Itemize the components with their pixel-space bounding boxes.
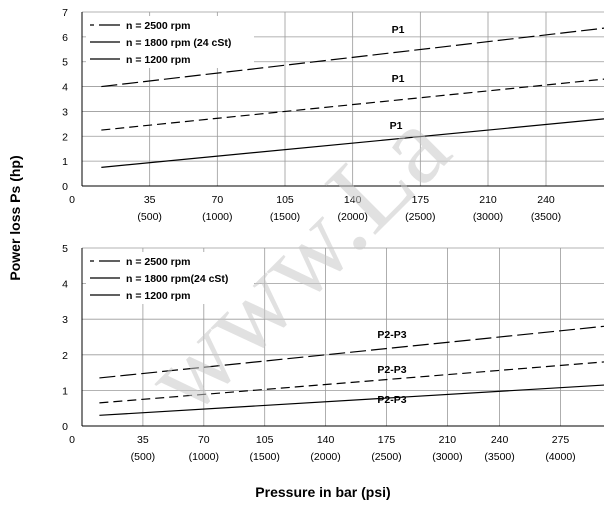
x-tick-label-bar: 275	[552, 434, 570, 446]
x-tick-label-psi: (3000)	[473, 211, 503, 223]
x-tick-label-bar: 175	[378, 434, 396, 446]
x-tick-label-psi: (500)	[131, 451, 156, 463]
x-tick-label-bar: 140	[344, 194, 362, 206]
series-line	[99, 361, 604, 404]
x-tick-label-psi: (3500)	[484, 451, 514, 463]
x-tick-label-psi: (500)	[137, 211, 162, 223]
legend-label: n = 2500 rpm	[126, 20, 191, 32]
x-tick-label-bar: 140	[317, 434, 335, 446]
x-tick-label-psi: (2500)	[371, 451, 401, 463]
x-tick-label-psi: (4000)	[545, 451, 575, 463]
legend-label: n = 2500 rpm	[126, 256, 191, 268]
y-tick-label: 0	[62, 421, 68, 433]
y-tick-label: 1	[62, 385, 68, 397]
y-tick-label: 5	[62, 57, 68, 69]
curve-label: P2-P3	[377, 329, 406, 341]
curve-label: P2-P3	[377, 364, 406, 376]
x-tick-label-bar: 240	[537, 194, 555, 206]
x-tick-label-bar: 0	[69, 434, 75, 446]
x-tick-label-bar: 210	[439, 434, 457, 446]
x-tick-label-bar: 175	[412, 194, 430, 206]
series-line	[99, 325, 604, 379]
x-tick-label-psi: (2000)	[310, 451, 340, 463]
series-line	[101, 78, 604, 131]
x-tick-label-bar: 210	[479, 194, 497, 206]
x-tick-label-psi: (1500)	[250, 451, 280, 463]
x-tick-label-psi: (1500)	[270, 211, 300, 223]
x-tick-label-bar: 105	[276, 194, 294, 206]
x-tick-label-psi: (1000)	[202, 211, 232, 223]
series-line	[101, 27, 604, 88]
x-axis-title: Pressure in bar (psi)	[255, 484, 390, 500]
y-tick-label: 6	[62, 32, 68, 44]
curve-label: P1	[392, 24, 405, 36]
x-tick-label-psi: (1000)	[189, 451, 219, 463]
y-tick-label: 7	[62, 7, 68, 19]
y-tick-label: 4	[62, 82, 68, 94]
curve-label: P1	[392, 73, 405, 85]
legend-label: n = 1800 rpm(24 cSt)	[126, 273, 228, 285]
x-tick-label-bar: 70	[198, 434, 210, 446]
y-tick-label: 2	[62, 350, 68, 362]
legend-label: n = 1200 rpm	[126, 54, 191, 66]
x-tick-label-bar: 35	[144, 194, 156, 206]
x-tick-label-psi: (3000)	[432, 451, 462, 463]
series-line	[99, 384, 604, 416]
legend-label: n = 1200 rpm	[126, 290, 191, 302]
chart-panel-2: 0 1 2 3 4 5 0 35 (500) 70 (1000) 105 (1500) 140 (2000)…	[62, 243, 604, 463]
x-tick-label-bar: 0	[69, 194, 75, 206]
series-line	[101, 118, 604, 168]
legend-label: n = 1800 rpm (24 cSt)	[126, 37, 231, 49]
y-tick-label: 2	[62, 131, 68, 143]
x-tick-label-psi: (2000)	[337, 211, 367, 223]
curve-label: P2-P3	[377, 394, 406, 406]
y-tick-label: 3	[62, 106, 68, 118]
curve-label: P1	[390, 120, 403, 132]
y-axis-title: Power loss Ps (hp)	[7, 155, 23, 280]
y-tick-label: 3	[62, 314, 68, 326]
y-tick-label: 5	[62, 243, 68, 255]
x-tick-label-psi: (2500)	[405, 211, 435, 223]
x-tick-label-bar: 70	[211, 194, 223, 206]
x-tick-label-bar: 105	[256, 434, 274, 446]
y-tick-label: 4	[62, 279, 68, 291]
x-tick-label-bar: 240	[491, 434, 509, 446]
y-tick-label: 1	[62, 156, 68, 168]
y-tick-label: 0	[62, 181, 68, 193]
x-tick-label-psi: (3500)	[531, 211, 561, 223]
x-tick-label-bar: 35	[137, 434, 149, 446]
